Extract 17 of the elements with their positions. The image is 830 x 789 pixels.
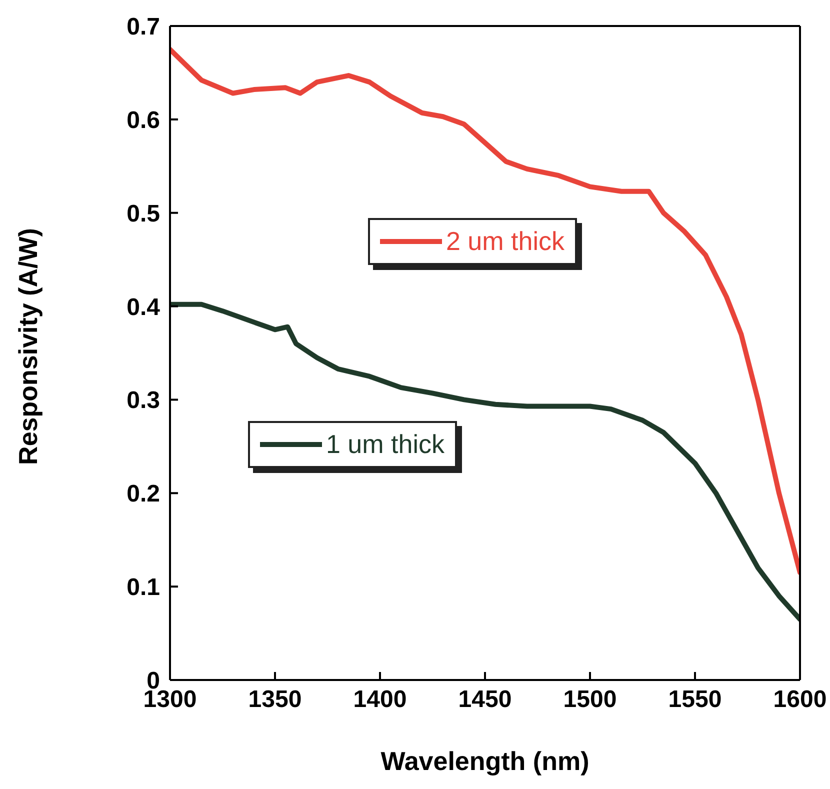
x-tick-label: 1500: [563, 686, 617, 714]
x-tick-label: 1400: [353, 686, 407, 714]
y-axis-title: Responsivity (A/W): [12, 228, 44, 465]
y-tick-label: 0.5: [126, 200, 160, 228]
legend-label: 1 um thick: [326, 429, 444, 460]
x-tick-label: 1600: [773, 686, 827, 714]
x-axis-title: Wavelength (nm): [380, 746, 590, 776]
y-tick-label: 0.3: [126, 387, 160, 414]
x-tick-label: 1350: [248, 686, 302, 714]
y-tick-label: 0.7: [126, 14, 160, 41]
legend-label: 2 um thick: [446, 226, 564, 257]
x-tick-label: 1550: [668, 686, 722, 714]
y-tick-label: 0.6: [126, 106, 160, 134]
y-tick-label: 0.4: [126, 294, 161, 321]
x-tick-label: 1450: [458, 686, 512, 714]
y-tick-label: 0.2: [126, 480, 160, 508]
y-tick-label: 0.1: [126, 574, 160, 602]
